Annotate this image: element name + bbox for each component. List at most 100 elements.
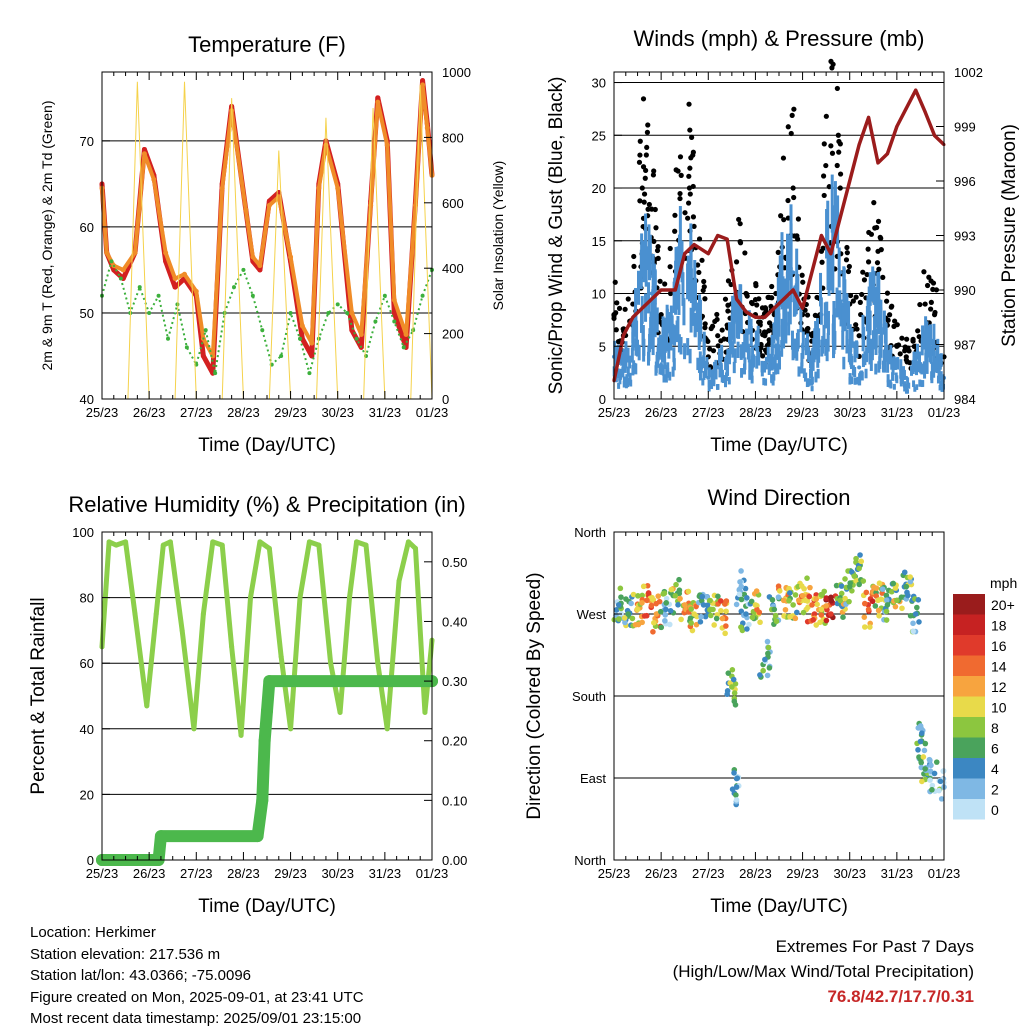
gust-point	[838, 171, 843, 176]
9m-t-point	[359, 332, 364, 337]
9m-t-line	[102, 85, 432, 356]
direction-point	[725, 670, 731, 676]
wind-point	[706, 376, 710, 380]
gust-point	[677, 196, 682, 201]
y2-axis-label: Solar Insolation (Yellow)	[490, 161, 506, 311]
direction-point	[771, 607, 777, 613]
legend-swatch	[953, 717, 985, 738]
wind-mark	[821, 336, 824, 354]
gust-point	[674, 167, 679, 172]
gust-point	[822, 193, 827, 198]
wind-mark	[923, 361, 926, 372]
x-axis-label: Time (Day/UTC)	[198, 896, 336, 917]
2m-td-point	[402, 345, 406, 349]
x-axis-label: Time (Day/UTC)	[198, 435, 336, 456]
y2-tick-label: 0.10	[442, 793, 467, 808]
y2-tick-label: 993	[954, 229, 976, 244]
gust-point	[734, 259, 739, 264]
relative-humidity-point	[288, 726, 293, 731]
direction-point	[686, 589, 692, 595]
gust-point	[688, 191, 693, 196]
x-tick-label: 30/23	[321, 866, 354, 881]
wind-mark	[740, 344, 743, 360]
direction-point	[765, 639, 771, 645]
gust-point	[836, 139, 841, 144]
direction-point	[750, 615, 756, 621]
wind-mark	[751, 346, 754, 361]
direction-point	[929, 787, 935, 793]
wind-mark	[826, 346, 829, 361]
gust-point	[720, 327, 725, 332]
2m-td-line	[102, 261, 432, 373]
gust-point	[738, 239, 743, 244]
wind-mark	[939, 385, 942, 391]
gust-point	[830, 151, 835, 156]
direction-point	[650, 629, 656, 635]
x-tick-label: 31/23	[881, 405, 914, 420]
2m-td-point	[336, 302, 340, 306]
gust-point	[790, 113, 795, 118]
gust-point	[699, 258, 704, 263]
y-tick-label: South	[572, 689, 606, 704]
direction-point	[908, 613, 914, 619]
relative-humidity-point	[239, 733, 244, 738]
wind-mark	[932, 324, 935, 345]
x-tick-label: 26/23	[133, 405, 166, 420]
gust-point	[641, 96, 646, 101]
direction-point	[711, 622, 717, 628]
station-pressure-point	[792, 289, 795, 292]
2m-td-point	[166, 337, 170, 341]
gust-point	[847, 264, 852, 269]
wind-point	[621, 365, 625, 369]
wind-point	[914, 365, 918, 369]
9m-t-point	[385, 143, 390, 148]
wind-mark	[771, 349, 774, 364]
legend-swatch	[953, 779, 985, 800]
wind-mark	[777, 331, 780, 350]
gust-point	[754, 302, 759, 307]
direction-point	[793, 616, 799, 622]
gust-point	[641, 164, 646, 169]
gust-point	[749, 300, 754, 305]
legend-label: 12	[991, 679, 1007, 695]
plot-area	[96, 539, 438, 866]
total-rainfall-point	[263, 675, 275, 687]
9m-t-point	[173, 276, 178, 281]
y-tick-label: 100	[72, 525, 94, 540]
station-pressure-point	[674, 289, 677, 292]
direction-point	[877, 580, 883, 586]
wind-mark	[871, 266, 874, 301]
9m-t-point	[163, 250, 168, 255]
y2-tick-label: 0.20	[442, 734, 467, 749]
gust-point	[691, 214, 696, 219]
wind-mark	[703, 332, 706, 351]
wind-mark	[842, 357, 845, 370]
legend-swatch	[953, 615, 985, 636]
wind-mark	[865, 369, 868, 379]
wind-point	[753, 344, 757, 348]
gust-point	[697, 236, 702, 241]
wind-mark	[683, 343, 686, 359]
gust-point	[626, 296, 631, 301]
wind-point	[744, 334, 748, 338]
wind-mark	[833, 336, 836, 354]
wind-point	[640, 270, 644, 274]
direction-point	[905, 593, 911, 599]
gust-point	[637, 152, 642, 157]
wind-mark	[842, 266, 845, 301]
direction-point	[744, 595, 750, 601]
wind-mark	[882, 360, 885, 372]
direction-point	[804, 575, 810, 581]
wind-mark	[663, 356, 666, 369]
y-tick-label: 20	[592, 181, 606, 196]
chart-title: Relative Humidity (%) & Precipitation (i…	[68, 492, 465, 517]
legend-label: 4	[991, 761, 999, 777]
station-pressure-point	[754, 316, 757, 319]
direction-point	[743, 611, 749, 617]
legend-label: 20+	[991, 597, 1015, 613]
chart-panel-3: Relative Humidity (%) & Precipitation (i…	[28, 492, 467, 917]
station-pressure-point	[848, 180, 851, 183]
direction-point	[870, 598, 876, 604]
wind-mark	[817, 369, 820, 379]
